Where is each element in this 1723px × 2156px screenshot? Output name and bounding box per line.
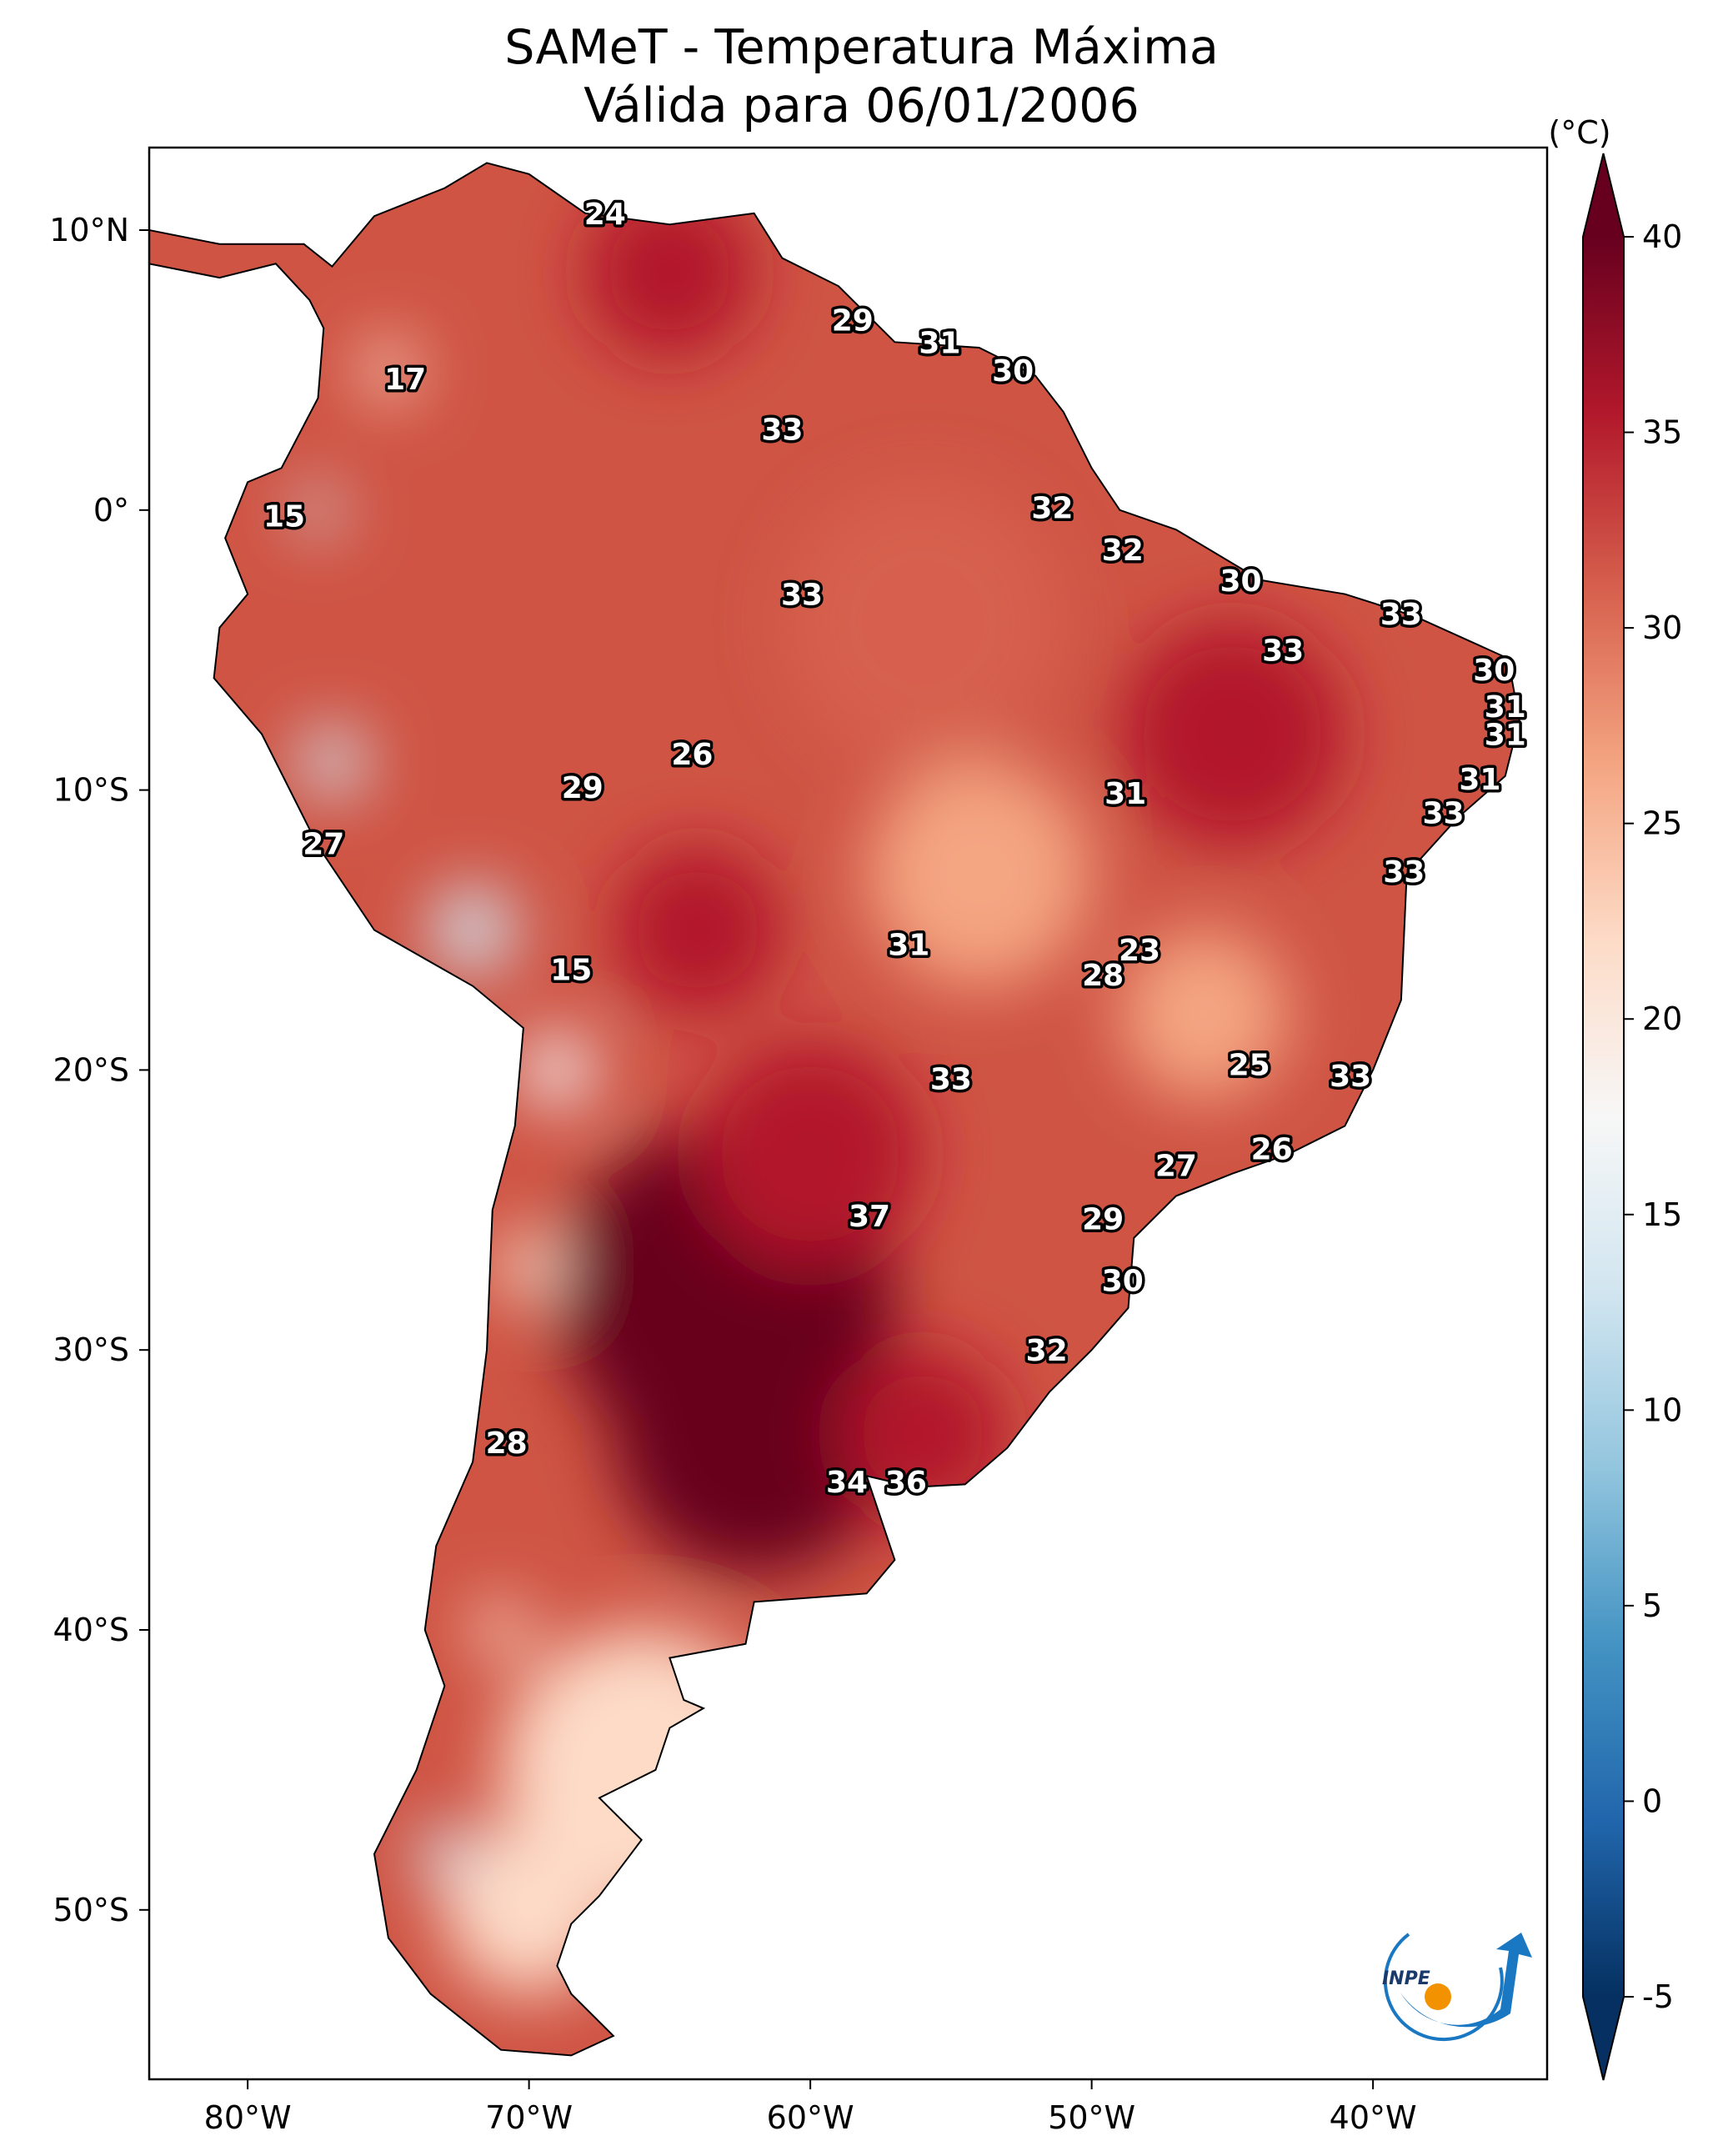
temperature-region bbox=[585, 188, 754, 357]
colorbar-tick-label: 35 bbox=[1642, 414, 1682, 451]
temperature-label: 29 bbox=[562, 771, 604, 805]
lon-tick-label: 60°W bbox=[767, 2099, 854, 2136]
map-frame bbox=[148, 146, 1549, 2081]
temperature-label: 29 bbox=[1082, 1202, 1124, 1236]
temperature-region bbox=[614, 1293, 895, 1575]
colorbar-unit: (°C) bbox=[1548, 114, 1610, 151]
temperature-label: 31 bbox=[1459, 763, 1500, 797]
temperature-label: 27 bbox=[1155, 1150, 1197, 1184]
colorbar: (°C) 40 35 30 25 20 15 10 5 0 -5 bbox=[1548, 114, 1682, 2081]
temperature-label: 36 bbox=[885, 1466, 927, 1500]
colorbar-tick-label: 25 bbox=[1642, 805, 1682, 842]
colorbar-bar bbox=[1582, 153, 1625, 2081]
colorbar-tick-label: 15 bbox=[1642, 1196, 1682, 1233]
colorbar-tick-label: 20 bbox=[1642, 1000, 1682, 1037]
colorbar-tick-label: 0 bbox=[1642, 1782, 1662, 1819]
lat-tick-label: 20°S bbox=[53, 1051, 129, 1088]
temperature-region bbox=[839, 1349, 1008, 1519]
temperature-label: 32 bbox=[1031, 491, 1073, 525]
lon-tick-label: 70°W bbox=[485, 2099, 573, 2136]
temperature-label: 15 bbox=[550, 954, 592, 988]
temperature-label: 26 bbox=[671, 738, 713, 772]
lon-tick-label: 50°W bbox=[1048, 2099, 1135, 2136]
temperature-label: 33 bbox=[1262, 634, 1304, 669]
colorbar-tick-label: 10 bbox=[1642, 1391, 1682, 1428]
temperature-label: 29 bbox=[832, 303, 874, 338]
colorbar-tick-label: 40 bbox=[1642, 218, 1682, 255]
temperature-label: 17 bbox=[384, 363, 426, 397]
lon-tick-label: 40°W bbox=[1330, 2099, 1417, 2136]
temperature-label: 31 bbox=[1485, 690, 1526, 725]
temperature-region bbox=[360, 342, 417, 399]
title-line-2: Válida para 06/01/2006 bbox=[584, 78, 1139, 133]
temperature-label: 33 bbox=[1422, 796, 1464, 830]
coastline bbox=[149, 162, 1520, 2057]
temperature-label: 32 bbox=[1102, 534, 1144, 568]
temperature-label: 15 bbox=[263, 500, 305, 534]
temperature-label: 34 bbox=[826, 1466, 868, 1500]
temperature-label: 33 bbox=[1380, 598, 1422, 632]
temperature-label: 33 bbox=[930, 1062, 972, 1096]
temperature-region bbox=[430, 887, 515, 973]
temperature-region bbox=[614, 845, 783, 1015]
colorbar-tick-label: 30 bbox=[1642, 609, 1682, 646]
temperature-region bbox=[295, 487, 341, 533]
temperature-label: 28 bbox=[486, 1426, 528, 1461]
temperature-label: 33 bbox=[781, 579, 823, 613]
temperature-region bbox=[1119, 621, 1345, 847]
colorbar-tick-label: -5 bbox=[1642, 1978, 1674, 2015]
temperature-region bbox=[698, 1041, 923, 1266]
lat-tick-label: 30°S bbox=[53, 1331, 129, 1368]
temperature-label: 30 bbox=[992, 354, 1034, 389]
lat-tick-label: 50°S bbox=[53, 1892, 129, 1928]
temperature-label: 31 bbox=[1485, 718, 1526, 752]
temperature-label: 31 bbox=[1104, 777, 1146, 811]
temperature-label: 30 bbox=[1220, 564, 1261, 599]
temperature-label: 23 bbox=[1119, 934, 1160, 968]
temperature-label: 33 bbox=[1330, 1060, 1371, 1094]
temperature-label: 33 bbox=[1383, 855, 1425, 890]
temperature-label: 33 bbox=[761, 413, 803, 447]
temperature-region bbox=[298, 728, 366, 796]
temperature-label: 31 bbox=[919, 326, 960, 360]
temperature-label: 30 bbox=[1102, 1264, 1144, 1298]
temperature-region bbox=[782, 481, 1064, 763]
temperature-label: 26 bbox=[1251, 1132, 1293, 1166]
temperature-region bbox=[416, 1825, 473, 1883]
temperature-region bbox=[473, 1602, 529, 1658]
temperature-region bbox=[520, 1033, 594, 1107]
axis-ticks: 80°W 70°W 60°W 50°W 40°W 10°N 0° 10°S 20°S 30°S 40… bbox=[49, 212, 1416, 2136]
temperature-label: 25 bbox=[1229, 1049, 1270, 1083]
temperature-region bbox=[866, 761, 1092, 987]
map-title: SAMeT - Temperatura Máxima Válida para 0… bbox=[0, 18, 1723, 135]
svg-text:INPE: INPE bbox=[1382, 1968, 1430, 1989]
lat-tick-label: 10°S bbox=[53, 772, 129, 809]
temperature-label: 31 bbox=[888, 928, 929, 962]
lat-tick-label: 40°S bbox=[53, 1612, 129, 1648]
inpe-logo: INPE bbox=[1382, 1933, 1532, 2042]
lat-tick-label: 0° bbox=[93, 492, 129, 529]
colorbar-tick-label: 5 bbox=[1642, 1587, 1662, 1624]
temperature-label: 27 bbox=[303, 827, 344, 861]
temperature-label: 28 bbox=[1082, 959, 1124, 993]
temperature-region bbox=[1119, 930, 1289, 1099]
lat-tick-label: 10°N bbox=[49, 212, 129, 248]
temperature-label: 37 bbox=[849, 1200, 890, 1234]
temperature-label: 24 bbox=[584, 198, 626, 232]
title-line-1: SAMeT - Temperatura Máxima bbox=[504, 20, 1219, 75]
temperature-region bbox=[495, 1232, 563, 1300]
temperature-label: 30 bbox=[1473, 654, 1515, 688]
temperature-label: 32 bbox=[1026, 1334, 1068, 1368]
lon-tick-label: 80°W bbox=[204, 2099, 292, 2136]
